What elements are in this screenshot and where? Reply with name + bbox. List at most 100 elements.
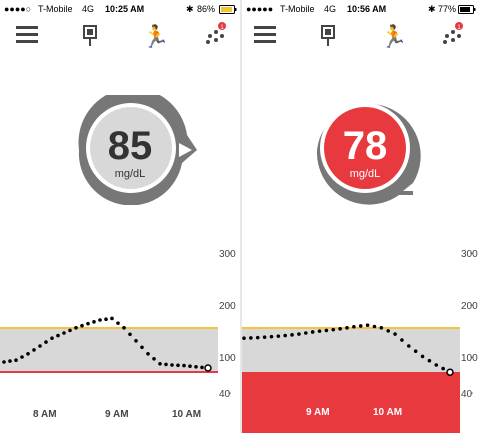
svg-text:-: - xyxy=(228,248,231,259)
battery-icon xyxy=(458,5,476,16)
glucose-reading-dot xyxy=(158,362,162,366)
svg-text:-: - xyxy=(470,388,473,399)
y-tick-200: 200 xyxy=(219,301,236,312)
toolbar: 🏃 1 xyxy=(0,22,240,52)
y-tick-100: 100 xyxy=(219,353,236,364)
share-icon[interactable]: 1 xyxy=(443,22,463,44)
glucose-reading-dot xyxy=(310,330,315,334)
y-tick-40: 40 xyxy=(461,389,473,400)
glucose-reading-dot xyxy=(413,349,418,353)
activity-icon[interactable]: 🏃 xyxy=(380,24,407,50)
glucose-reading-dot xyxy=(14,358,18,362)
glucose-reading-dot xyxy=(56,333,60,338)
network: 4G xyxy=(82,4,95,14)
glucose-reading-dot xyxy=(441,366,445,371)
activity-icon[interactable]: 🏃 xyxy=(142,24,169,50)
y-tick-100: 100 xyxy=(461,353,478,364)
glucose-reading-dot xyxy=(393,332,397,336)
x-label-9am: 9 AM xyxy=(105,409,129,420)
glucose-reading-dot xyxy=(304,331,308,335)
menu-icon[interactable] xyxy=(16,26,38,43)
glucose-reading-dot xyxy=(317,329,322,333)
glucose-reading-dot xyxy=(420,354,425,359)
glucose-value: 85 xyxy=(107,124,153,168)
glucose-reading-dot xyxy=(170,363,174,367)
glucose-reading-dot xyxy=(297,332,301,336)
sensor-icon[interactable] xyxy=(321,25,335,46)
glucose-reading-dot xyxy=(98,318,102,322)
glucose-indicator xyxy=(78,95,197,205)
menu-icon[interactable] xyxy=(254,26,276,43)
status-bar: ●●●●○ T-Mobile 4G 10:25 AM ✱ 86% xyxy=(0,4,240,18)
x-label-8am: 8 AM xyxy=(33,409,57,420)
glucose-reading-dot xyxy=(80,323,84,328)
glucose-circle xyxy=(90,107,172,189)
glucose-reading-dot xyxy=(407,344,411,348)
low-zone xyxy=(242,372,460,433)
battery-icon xyxy=(219,5,237,16)
glucose-circle xyxy=(324,107,406,189)
bluetooth-icon: ✱ xyxy=(428,4,436,14)
glucose-chart: - - - - xyxy=(242,248,473,433)
glucose-reading-dot xyxy=(276,334,281,338)
glucose-reading-dot xyxy=(122,326,126,330)
glucose-reading-dot xyxy=(8,359,12,363)
glucose-reading-dot xyxy=(379,326,384,330)
battery-percent: 86% xyxy=(197,4,216,14)
bluetooth-icon: ✱ xyxy=(186,4,194,14)
y-tick-40: 40 xyxy=(219,389,231,400)
svg-text:-: - xyxy=(470,352,473,363)
glucose-reading-dot xyxy=(104,317,108,322)
x-label-10am: 10 AM xyxy=(373,407,403,418)
glucose-indicator xyxy=(316,103,421,205)
left-panel: ●●●●○ T-Mobile 4G 10:25 AM ✱ 86% xyxy=(0,0,240,433)
divider xyxy=(240,0,242,433)
svg-text:1: 1 xyxy=(220,25,224,31)
glucose-reading-dot xyxy=(188,364,192,368)
glucose-reading-dot xyxy=(427,358,432,363)
share-icon[interactable]: 1 xyxy=(206,22,226,44)
glucose-reading-dot xyxy=(62,331,66,335)
right-panel: ●●●●● T-Mobile 4G 10:56 AM ✱ 77% xyxy=(242,0,482,433)
glucose-reading-dot xyxy=(200,365,204,370)
glucose-reading-dot xyxy=(146,352,150,356)
glucose-reading-dot xyxy=(324,328,329,333)
glucose-reading-dot xyxy=(74,326,78,330)
glucose-reading-dot xyxy=(352,324,356,329)
svg-text:-: - xyxy=(228,388,231,399)
signal-strength: ●●●●● xyxy=(246,4,274,14)
glucose-reading-dot xyxy=(26,352,30,356)
glucose-reading-dot xyxy=(283,333,287,338)
svg-text:🏃: 🏃 xyxy=(380,24,407,50)
glucose-reading-dot xyxy=(338,327,342,331)
glucose-reading-dot xyxy=(32,348,36,352)
y-tick-300: 300 xyxy=(461,249,478,260)
glucose-reading-dot xyxy=(434,363,439,367)
svg-text:1: 1 xyxy=(457,25,461,31)
glucose-reading-dot xyxy=(269,334,274,339)
y-tick-300: 300 xyxy=(219,249,236,260)
toolbar: 🏃 1 xyxy=(242,22,482,52)
glucose-reading-dot xyxy=(345,326,349,330)
glucose-reading-dot xyxy=(134,339,138,343)
glucose-reading-dot xyxy=(140,345,144,350)
signal-strength: ●●●●○ xyxy=(4,4,32,14)
glucose-reading-dot xyxy=(372,324,377,329)
time: 10:56 AM xyxy=(347,4,387,14)
glucose-reading-dot xyxy=(386,329,390,333)
sensor-icon[interactable] xyxy=(83,25,97,46)
y-tick-200: 200 xyxy=(461,301,478,312)
glucose-reading-dot xyxy=(50,336,54,340)
svg-text:-: - xyxy=(470,248,473,259)
glucose-reading-dot xyxy=(152,357,156,361)
glucose-reading-dot xyxy=(44,340,48,344)
glucose-unit: mg/dL xyxy=(114,168,146,180)
notification-badge xyxy=(218,22,226,30)
glucose-reading-dot xyxy=(249,336,253,340)
glucose-reading-dot xyxy=(2,360,6,364)
glucose-reading-dot xyxy=(116,321,120,325)
time: 10:25 AM xyxy=(105,4,145,14)
glucose-reading-dot xyxy=(331,327,336,332)
glucose-chart: - - - - xyxy=(0,248,231,399)
